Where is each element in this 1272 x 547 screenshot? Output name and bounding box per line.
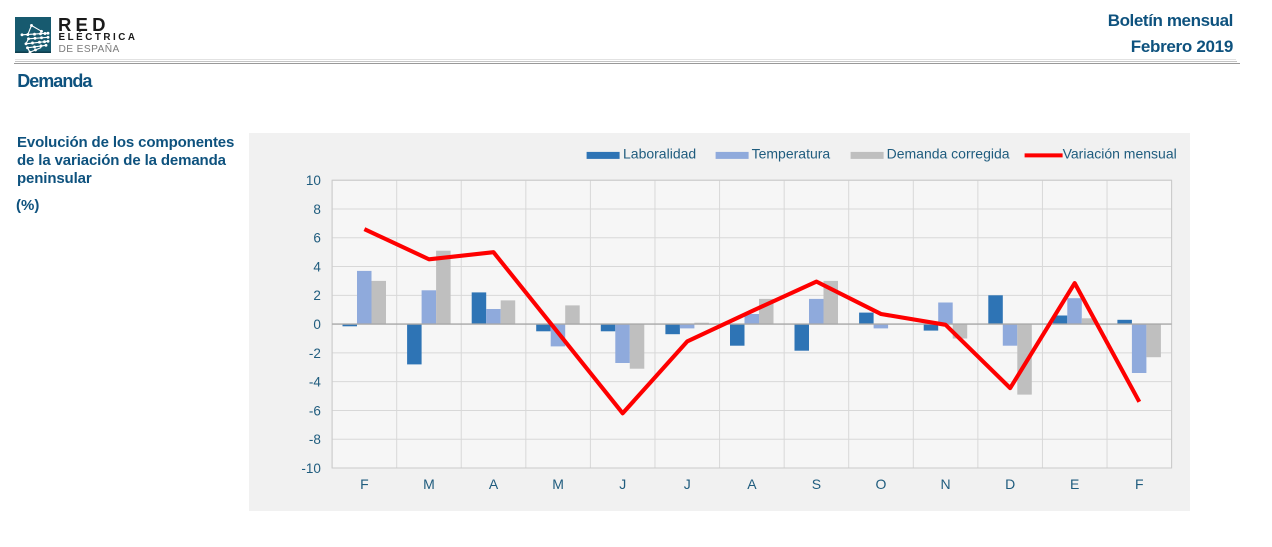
svg-text:Variación mensual: Variación mensual (1063, 146, 1177, 162)
svg-text:-4: -4 (309, 375, 321, 390)
svg-text:A: A (748, 476, 758, 492)
svg-text:Temperatura: Temperatura (752, 146, 831, 162)
svg-text:O: O (876, 476, 887, 492)
svg-text:6: 6 (314, 231, 322, 246)
svg-text:S: S (812, 476, 821, 492)
svg-text:M: M (553, 476, 565, 492)
svg-text:-8: -8 (309, 432, 321, 447)
svg-text:Laboralidad: Laboralidad (623, 146, 696, 162)
svg-text:M: M (424, 476, 436, 492)
svg-text:F: F (1135, 476, 1144, 492)
svg-text:-6: -6 (309, 403, 321, 418)
svg-text:-2: -2 (309, 346, 321, 361)
svg-text:N: N (941, 476, 951, 492)
svg-text:E: E (1070, 476, 1079, 492)
svg-text:8: 8 (314, 202, 322, 217)
svg-text:A: A (489, 476, 499, 492)
svg-text:-10: -10 (302, 461, 322, 476)
svg-text:2: 2 (314, 288, 322, 303)
svg-text:J: J (620, 476, 627, 492)
svg-text:J: J (684, 476, 691, 492)
svg-text:4: 4 (314, 259, 322, 274)
svg-text:F: F (361, 476, 370, 492)
svg-text:0: 0 (314, 317, 322, 332)
svg-text:Demanda corregida: Demanda corregida (887, 146, 1010, 162)
svg-text:D: D (1006, 476, 1016, 492)
svg-text:10: 10 (306, 173, 321, 188)
